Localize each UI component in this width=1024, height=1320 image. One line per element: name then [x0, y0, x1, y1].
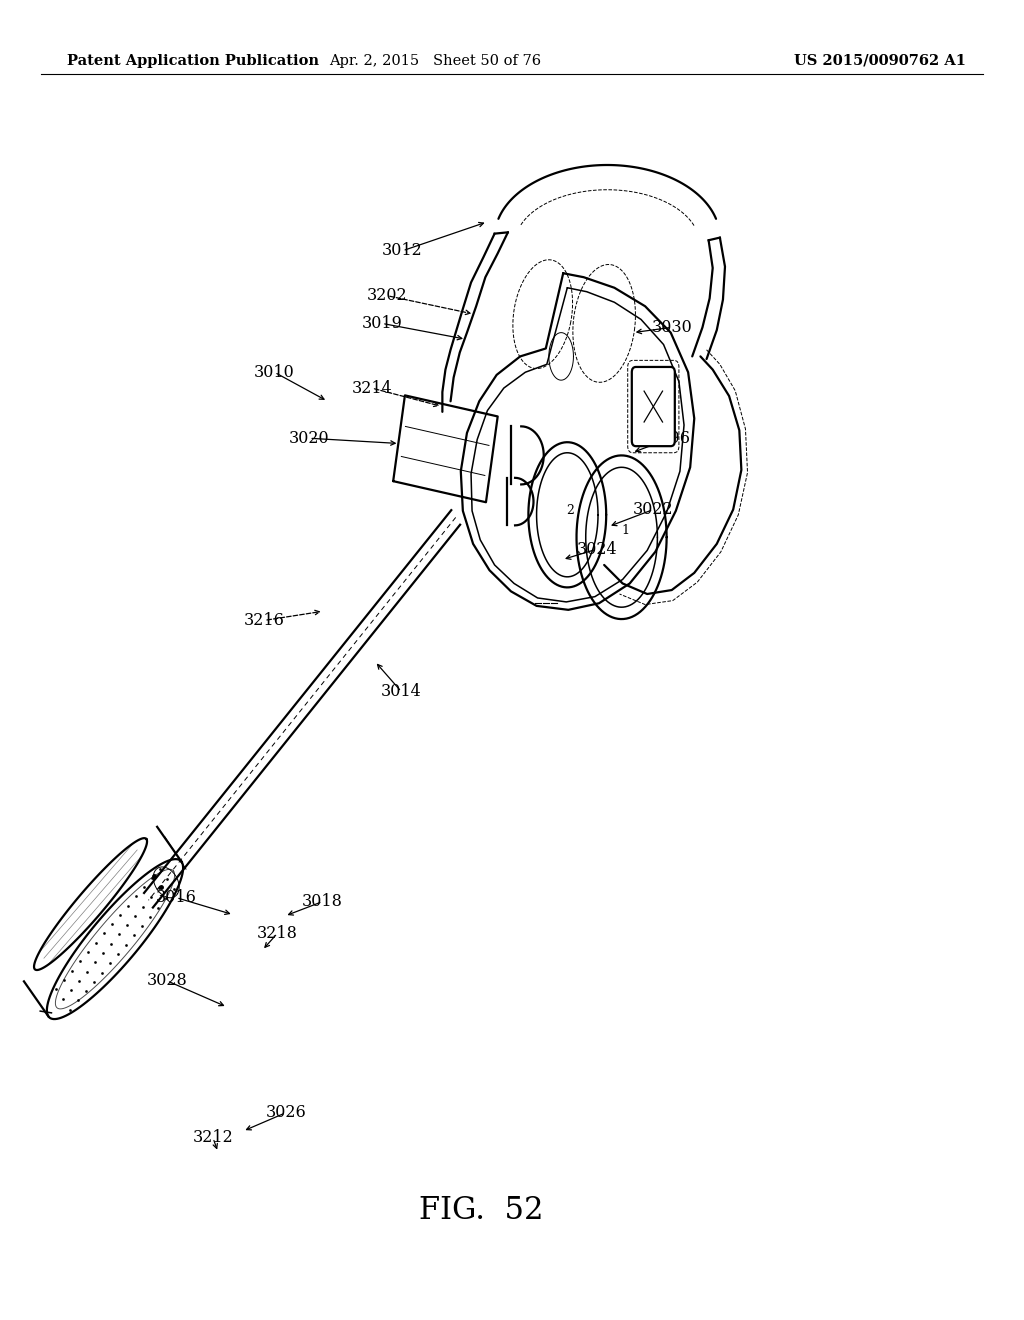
- Text: 3214: 3214: [351, 380, 392, 396]
- Text: 3020: 3020: [289, 430, 330, 446]
- Text: 3014: 3014: [381, 684, 422, 700]
- Text: 3016: 3016: [156, 890, 197, 906]
- Text: 3196: 3196: [650, 430, 691, 446]
- Text: 3218: 3218: [257, 925, 298, 941]
- FancyBboxPatch shape: [632, 367, 675, 446]
- Text: FIG.  52: FIG. 52: [419, 1195, 544, 1226]
- Text: 3216: 3216: [244, 612, 285, 628]
- Text: 3019: 3019: [361, 315, 402, 331]
- Text: US 2015/0090762 A1: US 2015/0090762 A1: [794, 54, 966, 67]
- Text: 3022: 3022: [633, 502, 674, 517]
- Text: 3012: 3012: [382, 243, 423, 259]
- Text: 2: 2: [566, 504, 574, 517]
- Text: 3202: 3202: [367, 288, 408, 304]
- Text: 3212: 3212: [193, 1130, 233, 1146]
- Text: 3010: 3010: [254, 364, 295, 380]
- Text: 3018: 3018: [302, 894, 343, 909]
- Text: Apr. 2, 2015   Sheet 50 of 76: Apr. 2, 2015 Sheet 50 of 76: [329, 54, 542, 67]
- Text: 3030: 3030: [651, 319, 692, 335]
- Text: 3028: 3028: [146, 973, 187, 989]
- Text: 1: 1: [622, 524, 630, 537]
- Text: 3024: 3024: [577, 541, 617, 557]
- Text: Patent Application Publication: Patent Application Publication: [67, 54, 318, 67]
- Text: 3026: 3026: [265, 1105, 306, 1121]
